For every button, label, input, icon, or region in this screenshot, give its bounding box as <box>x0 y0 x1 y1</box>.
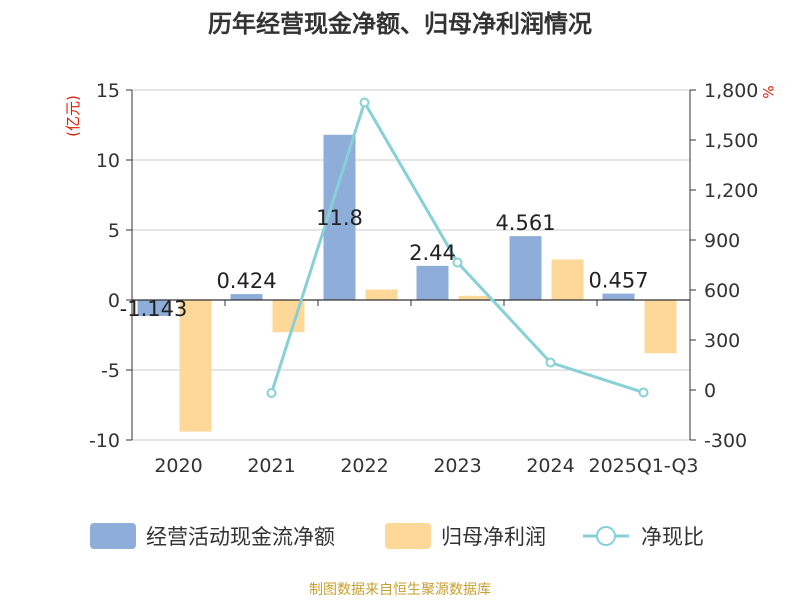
y-left-tick-label: -10 <box>89 430 120 452</box>
bar-net-profit <box>644 300 677 354</box>
source-note: 制图数据来自恒生聚源数据库 <box>309 582 491 598</box>
bar-layer <box>137 134 677 432</box>
y-left-tick-label: 0 <box>108 290 120 312</box>
legend-swatch-marker <box>596 526 616 546</box>
line-layer <box>266 97 649 398</box>
x-tick-label: 2020 <box>154 455 202 477</box>
bar-data-label: 4.561 <box>495 211 555 235</box>
y-axis-left-label: (亿元) <box>64 95 82 137</box>
bar-net-profit <box>458 295 491 300</box>
line-point <box>359 97 370 108</box>
x-tick-label: 2025Q1-Q3 <box>589 455 699 477</box>
legend-swatch <box>90 523 136 549</box>
bar-data-label: 2.44 <box>409 241 456 265</box>
bar-data-label: 0.457 <box>588 269 648 293</box>
y-left-tick-label: 10 <box>96 150 120 172</box>
axis-layer: 15 10 5 0 -5 -10 1,800 1,500 1,200 900 600 300 0 -300… <box>89 80 758 477</box>
legend: 经营活动现金流净额 归母净利润 净现比 <box>90 523 704 549</box>
y-right-tick-label: 300 <box>704 330 740 352</box>
x-tick-label: 2023 <box>433 455 481 477</box>
y-right-tick-label: 1,200 <box>704 180 758 202</box>
bar-data-label: -1.143 <box>120 297 188 321</box>
grid-layer <box>132 89 690 441</box>
label-layer: -1.143 0.424 11.8 2.44 4.561 0.457 <box>120 206 649 321</box>
y-right-tick-label: 1,800 <box>704 80 758 102</box>
y-right-tick-label: -300 <box>704 430 747 452</box>
bar-cashflow <box>137 300 170 317</box>
x-tick-label: 2022 <box>340 455 388 477</box>
y-right-tick-label: 1,500 <box>704 130 758 152</box>
y-left-tick-label: 5 <box>108 220 120 242</box>
line-point <box>545 357 556 368</box>
legend-label: 归母净利润 <box>441 525 546 549</box>
bar-cashflow <box>602 293 635 300</box>
y-left-tick-label: 15 <box>96 80 120 102</box>
x-tick-label: 2024 <box>526 455 574 477</box>
line-point <box>452 257 463 268</box>
bar-data-label: 0.424 <box>216 269 276 293</box>
bar-net-profit <box>551 259 584 300</box>
bar-cashflow <box>509 236 542 300</box>
y-right-tick-label: 600 <box>704 280 740 302</box>
x-tick-label: 2021 <box>247 455 295 477</box>
bar-cashflow <box>416 265 449 300</box>
chart-title: 历年经营现金净额、归母净利润情况 <box>208 10 592 38</box>
bar-cashflow <box>230 294 263 300</box>
legend-label: 净现比 <box>641 525 704 549</box>
y-left-tick-label: -5 <box>101 360 120 382</box>
line-point <box>638 387 649 398</box>
bar-data-label: 11.8 <box>316 206 363 230</box>
y-axis-right-label: % <box>759 85 775 98</box>
legend-label: 经营活动现金流净额 <box>146 525 335 549</box>
y-right-tick-label: 0 <box>704 380 716 402</box>
y-right-tick-label: 900 <box>704 230 740 252</box>
bar-net-profit <box>179 300 212 432</box>
legend-swatch <box>385 523 431 549</box>
bar-net-profit <box>365 289 398 300</box>
line-point <box>266 388 277 398</box>
